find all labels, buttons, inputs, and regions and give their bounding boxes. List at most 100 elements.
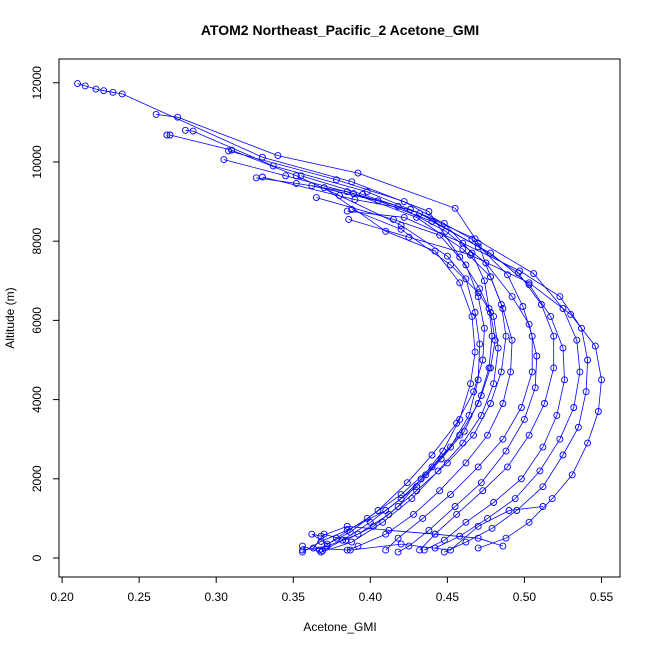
data-point <box>400 198 408 206</box>
profile-series <box>225 147 536 554</box>
data-point <box>530 270 538 278</box>
data-point <box>308 530 316 538</box>
data-point <box>462 261 470 269</box>
profile-line <box>156 114 507 551</box>
data-point <box>394 202 402 210</box>
x-axis-label: Acetone_GMI <box>303 620 376 634</box>
profile-line <box>302 209 499 553</box>
data-point <box>345 215 353 223</box>
profile-series <box>220 156 516 554</box>
data-point <box>462 518 470 526</box>
data-point <box>539 503 547 510</box>
data-point <box>397 225 405 233</box>
data-point <box>447 443 454 451</box>
data-point <box>428 217 436 225</box>
data-point <box>582 388 590 396</box>
data-point <box>81 82 89 90</box>
data-point <box>474 400 482 407</box>
data-point <box>499 305 507 312</box>
x-tick-label: 0.50 <box>513 590 537 604</box>
data-point <box>517 475 525 483</box>
data-point <box>474 522 482 530</box>
data-point <box>346 528 354 536</box>
x-tick-label: 0.25 <box>127 590 151 604</box>
data-point <box>397 495 405 503</box>
data-point <box>220 156 228 164</box>
data-point <box>487 400 494 407</box>
profile-series <box>343 207 592 556</box>
data-point <box>488 332 496 340</box>
data-point <box>343 522 351 530</box>
data-point <box>174 113 182 121</box>
data-point <box>484 431 491 439</box>
data-point <box>561 376 568 384</box>
data-point <box>508 336 516 344</box>
data-point <box>536 467 544 475</box>
data-point <box>439 447 447 455</box>
data-point <box>309 544 317 552</box>
data-point <box>559 305 567 312</box>
data-point <box>462 538 470 546</box>
profile-line <box>77 83 496 553</box>
profile-series <box>163 131 484 555</box>
data-point <box>343 188 351 196</box>
data-point <box>369 522 377 530</box>
data-point <box>505 507 513 514</box>
data-point <box>456 415 464 423</box>
data-point <box>507 368 515 376</box>
data-point <box>519 303 527 310</box>
data-point <box>374 507 382 514</box>
data-point <box>225 147 232 155</box>
profile-line <box>166 134 481 552</box>
data-point <box>502 534 510 542</box>
x-axis: 0.20 0.25 0.30 0.35 0.40 0.45 0.50 0.55 <box>50 576 614 604</box>
data-point <box>531 384 539 392</box>
data-point <box>389 215 397 223</box>
data-point <box>525 431 533 439</box>
data-point <box>459 439 467 447</box>
data-point <box>459 239 467 247</box>
data-point <box>282 172 290 180</box>
data-point <box>550 364 558 372</box>
data-point <box>465 411 473 419</box>
data-point <box>431 247 439 255</box>
data-point <box>576 368 584 376</box>
data-point <box>354 530 362 538</box>
data-point <box>447 261 454 269</box>
data-point <box>453 510 461 518</box>
data-point <box>477 411 485 419</box>
data-point <box>354 169 362 177</box>
data-point <box>292 179 300 187</box>
x-tick-label: 0.20 <box>50 590 74 604</box>
y-tick-label: 12000 <box>30 66 44 100</box>
data-point <box>405 542 413 550</box>
profile-line <box>312 187 543 551</box>
data-point <box>482 259 490 267</box>
data-point <box>517 404 525 411</box>
profile-line <box>223 159 513 551</box>
data-point <box>297 172 305 180</box>
data-point <box>317 548 325 556</box>
data-point <box>451 204 459 212</box>
data-point <box>479 356 487 364</box>
data-point <box>511 495 519 503</box>
data-point <box>502 447 510 455</box>
data-point <box>394 503 402 510</box>
data-point <box>470 388 478 396</box>
x-tick-label: 0.30 <box>205 590 229 604</box>
data-point <box>299 546 306 554</box>
data-point <box>382 227 390 235</box>
data-point <box>406 206 414 213</box>
data-point <box>504 463 511 471</box>
x-tick-label: 0.40 <box>359 590 383 604</box>
data-point <box>584 356 592 364</box>
chart-title: ATOM2 Northeast_Pacific_2 Acetone_GMI <box>201 22 479 38</box>
data-point <box>479 487 487 495</box>
y-tick-label: 8000 <box>30 228 44 255</box>
data-point <box>471 235 479 243</box>
data-point <box>400 213 408 221</box>
data-point <box>348 538 356 546</box>
profile-line <box>228 150 533 551</box>
data-point <box>109 88 117 96</box>
data-point <box>539 443 547 451</box>
